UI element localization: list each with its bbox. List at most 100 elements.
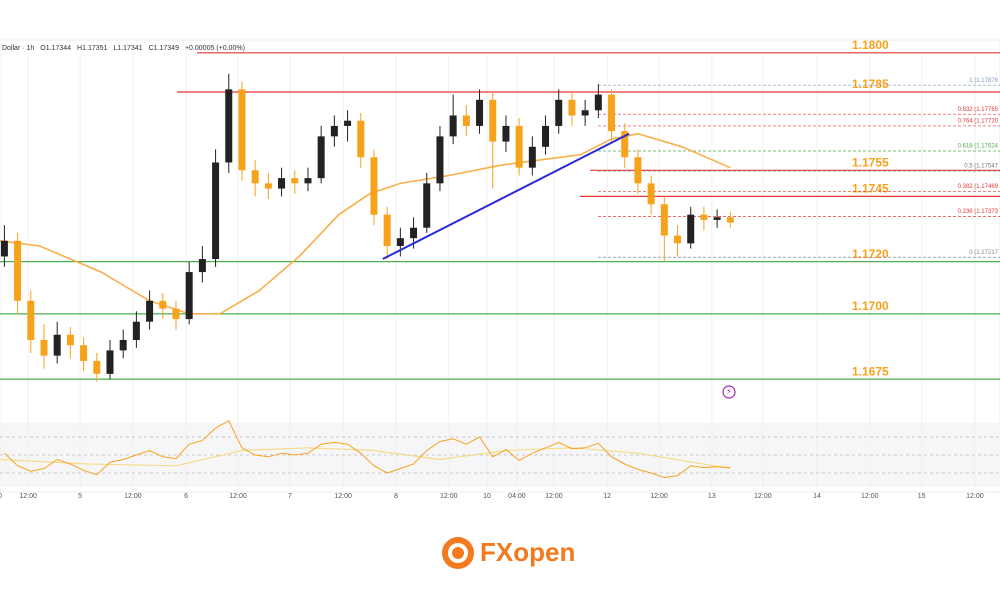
x-tick-label: 12:00	[334, 493, 352, 500]
x-tick-label: 12:00	[861, 493, 879, 500]
candle-body	[660, 204, 668, 236]
candle-body	[0, 240, 8, 257]
candle-body	[291, 178, 299, 184]
x-tick-label: 8	[394, 493, 398, 500]
candle-body	[410, 227, 418, 239]
candle-body	[106, 350, 114, 374]
candle-body	[53, 334, 61, 356]
candle-body	[726, 217, 734, 223]
candle-body	[225, 89, 233, 163]
candle-body	[238, 89, 246, 171]
x-tick-label: 12:00	[19, 493, 37, 500]
x-tick-label: 0	[0, 493, 2, 500]
candle-body	[528, 146, 536, 168]
x-tick-label: 12	[603, 493, 611, 500]
candle-body	[251, 170, 259, 184]
x-tick-label: 10	[483, 493, 491, 500]
level-label: 1.1800	[852, 38, 889, 52]
candle-body	[159, 300, 167, 309]
candle-body	[568, 99, 576, 116]
candle-body	[647, 183, 655, 205]
rsi-line	[4, 420, 731, 479]
candle-body	[132, 321, 140, 340]
candle-body	[687, 214, 695, 244]
candle-body	[119, 339, 127, 351]
candle-body	[264, 183, 272, 189]
candle-body	[515, 125, 523, 168]
x-tick-label: 12:00	[440, 493, 458, 500]
candle-body	[594, 94, 602, 111]
candle-body	[396, 238, 404, 246]
candle-body	[330, 125, 338, 137]
candle-body	[476, 99, 484, 126]
level-label: 1.1675	[852, 364, 889, 378]
header-text: O1.17344	[40, 45, 71, 52]
candle-body	[370, 157, 378, 215]
fib-label: 0.382 (1.17469	[958, 184, 999, 190]
candle-body	[172, 308, 180, 320]
candle-body	[555, 99, 563, 126]
candle-body	[66, 334, 74, 346]
x-tick-label: 15	[918, 493, 926, 500]
candle-body	[304, 178, 312, 184]
x-tick-label: 7	[288, 493, 292, 500]
candle-body	[278, 178, 286, 189]
fib-label: 0.236 (1.17373	[958, 209, 999, 215]
candle-body	[436, 136, 444, 184]
candle-body	[146, 300, 154, 322]
logo-text: FXopen	[480, 537, 575, 567]
rsi-ma	[0, 447, 731, 470]
candle-body	[502, 125, 510, 142]
fib-label: 0.5 (1.17547	[964, 164, 998, 170]
x-tick-label: 6	[184, 493, 188, 500]
header-text: L1.17341	[113, 45, 142, 52]
candle-body	[634, 157, 642, 184]
candle-body	[317, 136, 325, 179]
header-text: Dollar · 1h	[2, 45, 34, 52]
candle-body	[423, 183, 431, 228]
x-tick-label: 12:00	[650, 493, 668, 500]
level-label: 1.1745	[852, 182, 889, 196]
level-label: 1.1755	[852, 155, 889, 169]
x-tick-label: 12:00	[124, 493, 142, 500]
candle-body	[713, 217, 721, 220]
level-label: 1.1700	[852, 299, 889, 313]
x-tick-label: 04:00	[508, 493, 526, 500]
candle-body	[674, 235, 682, 244]
fib-label: 0 (1.17217	[969, 250, 998, 256]
candle-body	[700, 214, 708, 220]
candle-body	[462, 115, 470, 126]
candle-body	[198, 259, 206, 273]
candle-body	[489, 99, 497, 142]
x-tick-label: 12:00	[229, 493, 247, 500]
candle-body	[608, 94, 616, 132]
header-text: +0.00005 (+0.00%)	[185, 45, 245, 52]
header-text: H1.17351	[77, 45, 107, 52]
logo-emblem	[442, 537, 474, 569]
x-tick-label: 14	[813, 493, 821, 500]
candle-body	[449, 115, 457, 137]
candle-body	[383, 214, 391, 246]
level-label: 1.1785	[852, 77, 889, 91]
candle-body	[14, 240, 22, 301]
candle-body	[581, 110, 589, 116]
plot-background	[0, 39, 1000, 493]
candle-body	[344, 120, 352, 126]
candle-body	[212, 162, 220, 260]
candle-body	[93, 360, 101, 374]
fib-label: 0.764 (1.17720	[958, 118, 999, 124]
x-tick-label: 12:00	[545, 493, 563, 500]
candle-body	[621, 131, 629, 158]
candle-body	[542, 125, 550, 147]
event-icon	[722, 385, 736, 399]
x-tick-label: 5	[78, 493, 82, 500]
x-tick-label: 12:00	[754, 493, 772, 500]
candle-body	[357, 120, 365, 158]
x-tick-label: 12:00	[966, 493, 984, 500]
x-tick-label: 13	[708, 493, 716, 500]
trendline	[382, 132, 630, 260]
fib-label: 0.618 (1.17624	[958, 144, 999, 150]
fib-label: 1 (1.17876	[969, 78, 998, 84]
event-icon-glyph: ⚡	[726, 387, 732, 396]
